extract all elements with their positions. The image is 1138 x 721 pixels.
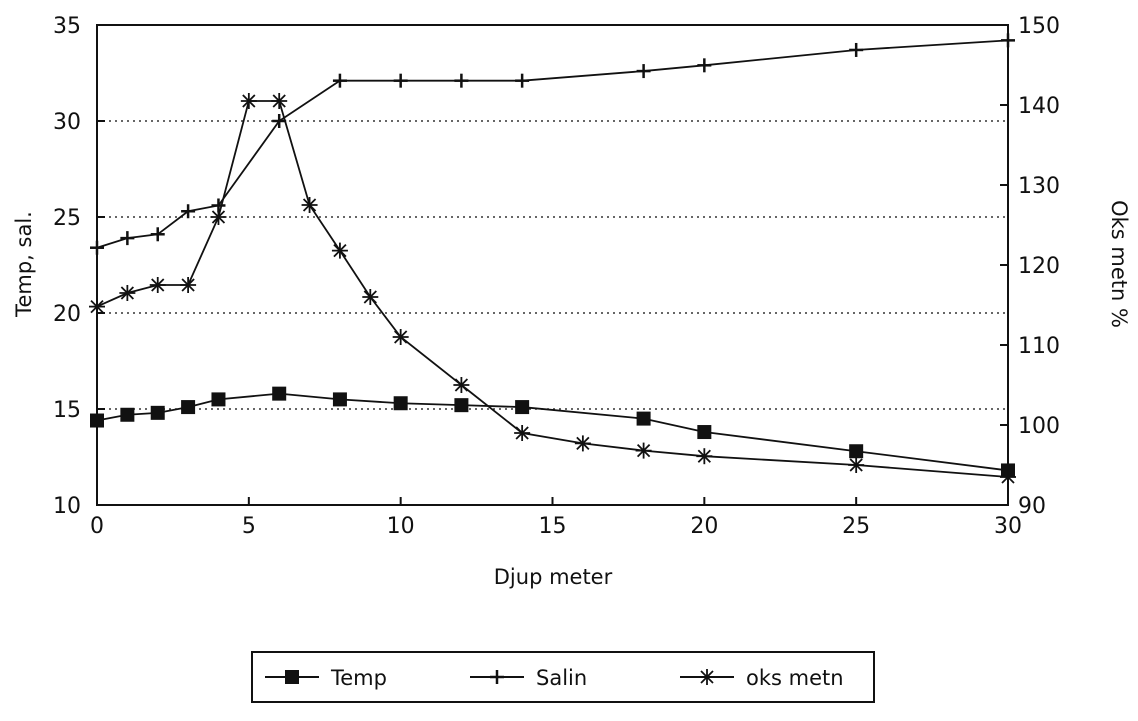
left-y-axis-ticks: 10 15 20 25 30 35: [53, 14, 105, 519]
data-point: [150, 405, 165, 420]
y2-tick-label: 120: [1018, 254, 1060, 279]
data-point: [1000, 469, 1016, 485]
plot-area-frame: [96, 24, 1009, 506]
x-tick-label: 5: [242, 514, 256, 539]
legend-marker: [285, 670, 299, 684]
data-point: [210, 209, 227, 225]
x-tick-label: 20: [690, 514, 718, 539]
data-point: [453, 377, 470, 393]
legend-box: [251, 651, 875, 703]
data-point: [697, 425, 712, 440]
data-point: [211, 392, 226, 407]
y-tick-label: 30: [53, 110, 81, 135]
y-tick-label: 10: [53, 494, 81, 519]
data-point: [240, 93, 257, 109]
data-point: [90, 240, 104, 255]
series-temp: [90, 386, 1015, 478]
data-point: [180, 277, 197, 293]
series-line: [96, 392, 1009, 472]
data-point: [271, 93, 288, 109]
data-point: [515, 73, 530, 88]
data-point: [272, 114, 287, 128]
data-point: [848, 457, 865, 473]
data-point: [301, 197, 318, 213]
y-tick-label: 25: [53, 206, 81, 231]
x-tick-label: 10: [387, 514, 415, 539]
right-y-axis-title: Oks metn %: [1107, 200, 1131, 328]
data-point: [515, 400, 530, 415]
data-point: [393, 396, 408, 411]
y2-tick-label: 110: [1018, 334, 1060, 359]
data-point: [331, 242, 348, 259]
data-point: [849, 42, 864, 57]
data-point: [454, 73, 469, 88]
y2-tick-label: 140: [1018, 94, 1060, 119]
data-point: [272, 386, 287, 401]
x-axis-ticks: 0 5 10 15 20 25 30: [90, 497, 1022, 539]
legend-item: Salin: [470, 666, 587, 690]
data-point: [90, 413, 104, 428]
x-tick-label: 15: [539, 514, 567, 539]
x-tick-label: 0: [90, 514, 104, 539]
y2-tick-label: 130: [1018, 174, 1060, 199]
data-point: [1001, 33, 1015, 48]
left-y-axis-title: Temp, sal.: [12, 211, 36, 318]
x-tick-label: 30: [994, 514, 1022, 539]
data-point: [454, 398, 469, 413]
y-tick-label: 15: [53, 398, 81, 423]
data-point: [120, 407, 135, 422]
data-point: [119, 285, 136, 301]
data-point: [149, 277, 166, 293]
data-point: [574, 435, 591, 452]
data-point: [636, 411, 651, 426]
legend-label: Temp: [330, 666, 387, 690]
series-line: [96, 100, 1009, 478]
y2-tick-label: 90: [1018, 494, 1046, 519]
x-axis-title: Djup meter: [494, 565, 613, 589]
legend-marker: [699, 669, 715, 685]
legend-item: oks metn: [680, 666, 844, 690]
series-salin: [90, 33, 1015, 255]
data-point: [181, 204, 196, 219]
data-point: [393, 73, 408, 88]
legend: Temp Salin oks metn: [251, 651, 875, 703]
series-oks-metn: [89, 93, 1016, 485]
right-y-axis-ticks: 90 100 110 120 130 140 150: [1000, 14, 1060, 519]
gridlines: [97, 120, 1008, 410]
y-tick-label: 20: [53, 302, 81, 327]
legend-label: Salin: [536, 666, 587, 690]
data-point: [332, 73, 347, 88]
legend-item: Temp: [265, 666, 387, 690]
data-point: [181, 400, 196, 415]
series-layer: [89, 33, 1016, 485]
x-tick-label: 25: [842, 514, 870, 539]
series-line: [96, 39, 1009, 249]
data-point: [697, 58, 712, 73]
data-point: [120, 231, 135, 246]
data-point: [362, 289, 379, 305]
legend-marker: [490, 670, 504, 684]
data-point: [150, 227, 165, 242]
data-point: [636, 64, 651, 79]
data-point: [849, 444, 864, 459]
y2-tick-label: 100: [1018, 414, 1060, 439]
data-point: [635, 442, 652, 459]
data-point: [89, 298, 105, 315]
legend-label: oks metn: [746, 666, 844, 690]
data-point: [392, 329, 409, 345]
data-point: [696, 448, 713, 465]
y2-tick-label: 150: [1018, 14, 1060, 39]
y-tick-label: 35: [53, 14, 81, 39]
data-point: [514, 425, 531, 441]
data-point: [332, 392, 347, 407]
